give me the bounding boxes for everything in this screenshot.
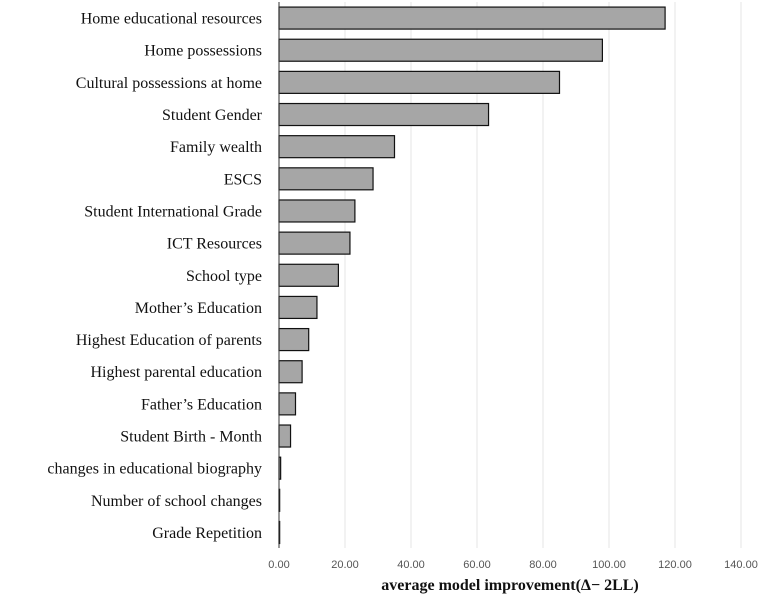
category-label: ICT Resources	[167, 236, 262, 253]
bar	[278, 327, 310, 352]
bar	[278, 6, 666, 30]
x-tick-label: 80.00	[529, 559, 557, 571]
category-label: Highest parental education	[91, 364, 263, 381]
category-label: Grade Repetition	[152, 525, 262, 542]
bar	[278, 231, 351, 255]
bar	[278, 102, 490, 127]
category-label: Mother’s Education	[135, 300, 262, 317]
category-labels: Home educational resources Home possessio…	[47, 11, 262, 542]
category-label: Cultural possessions at home	[76, 75, 262, 92]
x-tick-label: 0.00	[268, 559, 289, 571]
category-label: Number of school changes	[91, 493, 262, 510]
bar	[278, 295, 318, 320]
bar	[278, 70, 561, 94]
category-label: School type	[186, 268, 262, 285]
bar	[278, 360, 303, 384]
bar	[278, 424, 292, 448]
category-label: Highest Education of parents	[76, 332, 262, 349]
x-tick-label: 100.00	[592, 559, 626, 571]
x-tick-label: 140.00	[724, 559, 758, 571]
bars	[278, 6, 666, 545]
category-label: Student Birth - Month	[120, 429, 262, 446]
category-label: Home educational resources	[81, 11, 262, 28]
x-tick-label: 120.00	[658, 559, 692, 571]
bar	[278, 263, 340, 287]
bar	[278, 199, 356, 223]
bar	[278, 167, 374, 191]
category-label: Family wealth	[170, 139, 262, 156]
bar	[278, 38, 603, 62]
x-tick-label: 20.00	[331, 559, 359, 571]
x-tick-label: 60.00	[463, 559, 491, 571]
category-label: Student Gender	[162, 107, 263, 124]
category-label: ESCS	[224, 171, 262, 188]
category-label: Father’s Education	[141, 396, 262, 413]
category-label: Home possessions	[144, 43, 262, 60]
bar	[278, 135, 396, 159]
category-label: Student International Grade	[84, 203, 262, 220]
x-tick-labels: 0.00 20.00 40.00 60.00 80.00 100.00 120.00 140.…	[268, 559, 758, 571]
category-label: changes in educational biography	[47, 461, 262, 478]
x-tick-label: 40.00	[397, 559, 425, 571]
bar	[278, 392, 297, 416]
x-axis-title: average model improvement(Δ− 2LL)	[381, 577, 638, 594]
